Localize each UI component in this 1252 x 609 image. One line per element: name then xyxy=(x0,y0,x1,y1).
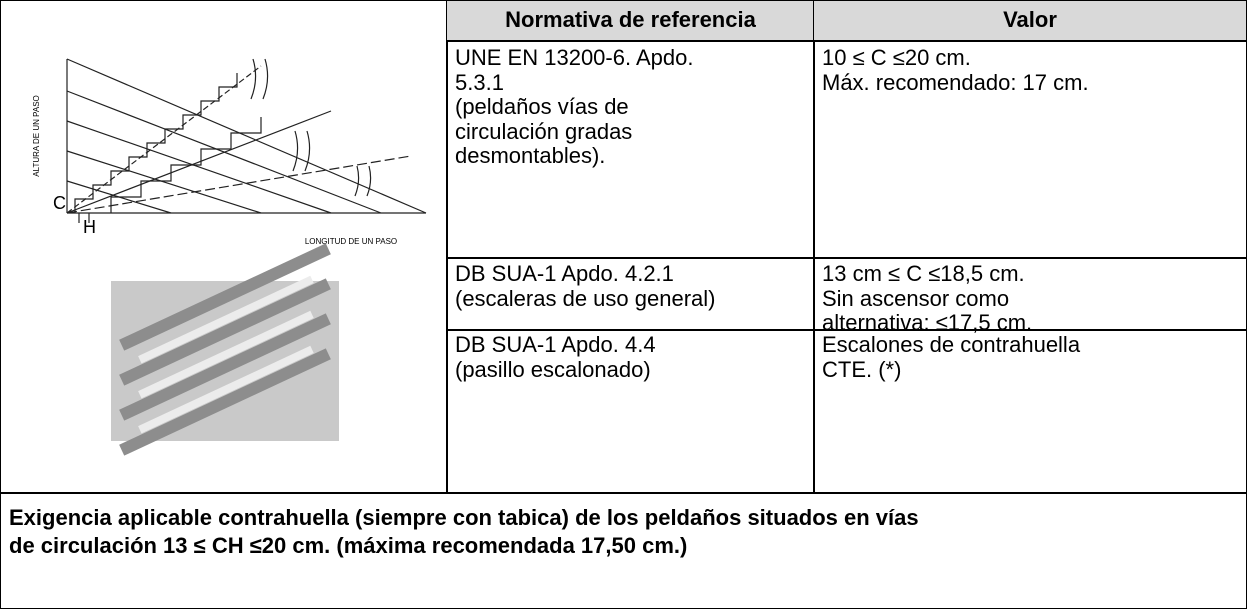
text-line: (escaleras de uso general) xyxy=(455,285,716,311)
table-cell xyxy=(813,257,1247,331)
table-cell xyxy=(813,40,1247,259)
text-line: Escalones de contrahuella xyxy=(822,332,1081,357)
diagram-label: LONGITUD DE UN PASO xyxy=(305,237,397,246)
stand-photo xyxy=(111,243,339,456)
text-line: de circulación 13 ≤ CH ≤20 cm. (máxima r… xyxy=(9,533,688,558)
text-line: DB SUA-1 Apdo. 4.4 xyxy=(455,332,656,357)
cell-text: 10 ≤ C ≤20 cm. Máx. recomendado: 17 cm. xyxy=(822,45,1089,95)
table-cell xyxy=(446,40,815,259)
diagram-label: H xyxy=(83,217,96,237)
text-line: Máx. recomendado: 17 cm. xyxy=(822,69,1089,95)
footer-text: Exigencia aplicable contrahuella (siempr… xyxy=(9,504,919,560)
table-cell xyxy=(446,329,815,494)
text-line: UNE EN 13200-6. Apdo. xyxy=(455,45,694,70)
diagram-label: ALTURA DE UN PASO xyxy=(32,95,41,177)
text-line: circulación gradas xyxy=(455,118,633,144)
cell-text: DB SUA-1 Apdo. 4.2.1 (escaleras de uso ge… xyxy=(455,261,716,311)
cell-text: Escalones de contrahuella CTE. (*) xyxy=(822,332,1081,382)
diagram-label: C xyxy=(53,193,66,213)
text-line: 5.3.1 xyxy=(455,69,504,95)
header-cell: Normativa de referencia xyxy=(446,0,815,42)
text-line: 13 cm ≤ C ≤18,5 cm. xyxy=(822,261,1025,286)
text-line: DB SUA-1 Apdo. 4.2.1 xyxy=(455,261,674,286)
cell-text: DB SUA-1 Apdo. 4.4 (pasillo escalonado) xyxy=(455,332,656,382)
stair-diagram: ALTURA DE UN PASO C H LONGITUD DE UN PAS… xyxy=(32,58,427,456)
cell-text: 13 cm ≤ C ≤18,5 cm. Sin ascensor como alte… xyxy=(822,261,1033,336)
text-line: alternativa: ≤17,5 cm. xyxy=(822,310,1033,335)
text-line: 10 ≤ C ≤20 cm. xyxy=(822,45,971,70)
text-line: (peldaños vías de xyxy=(455,94,629,119)
cell-text: UNE EN 13200-6. Apdo. 5.3.1 (peldaños vías… xyxy=(455,45,694,169)
image-cell: ALTURA DE UN PASO C H LONGITUD DE UN PAS… xyxy=(0,0,448,494)
table-cell xyxy=(813,329,1247,494)
text-line: Sin ascensor como xyxy=(822,285,1010,311)
text-line: (pasillo escalonado) xyxy=(455,356,651,382)
text-line: CTE. (*) xyxy=(822,356,902,382)
text-line: Exigencia aplicable contrahuella (siempr… xyxy=(9,505,919,530)
text-line: desmontables). xyxy=(455,143,606,168)
header-cell: Valor xyxy=(813,0,1247,42)
table-cell xyxy=(446,257,815,331)
